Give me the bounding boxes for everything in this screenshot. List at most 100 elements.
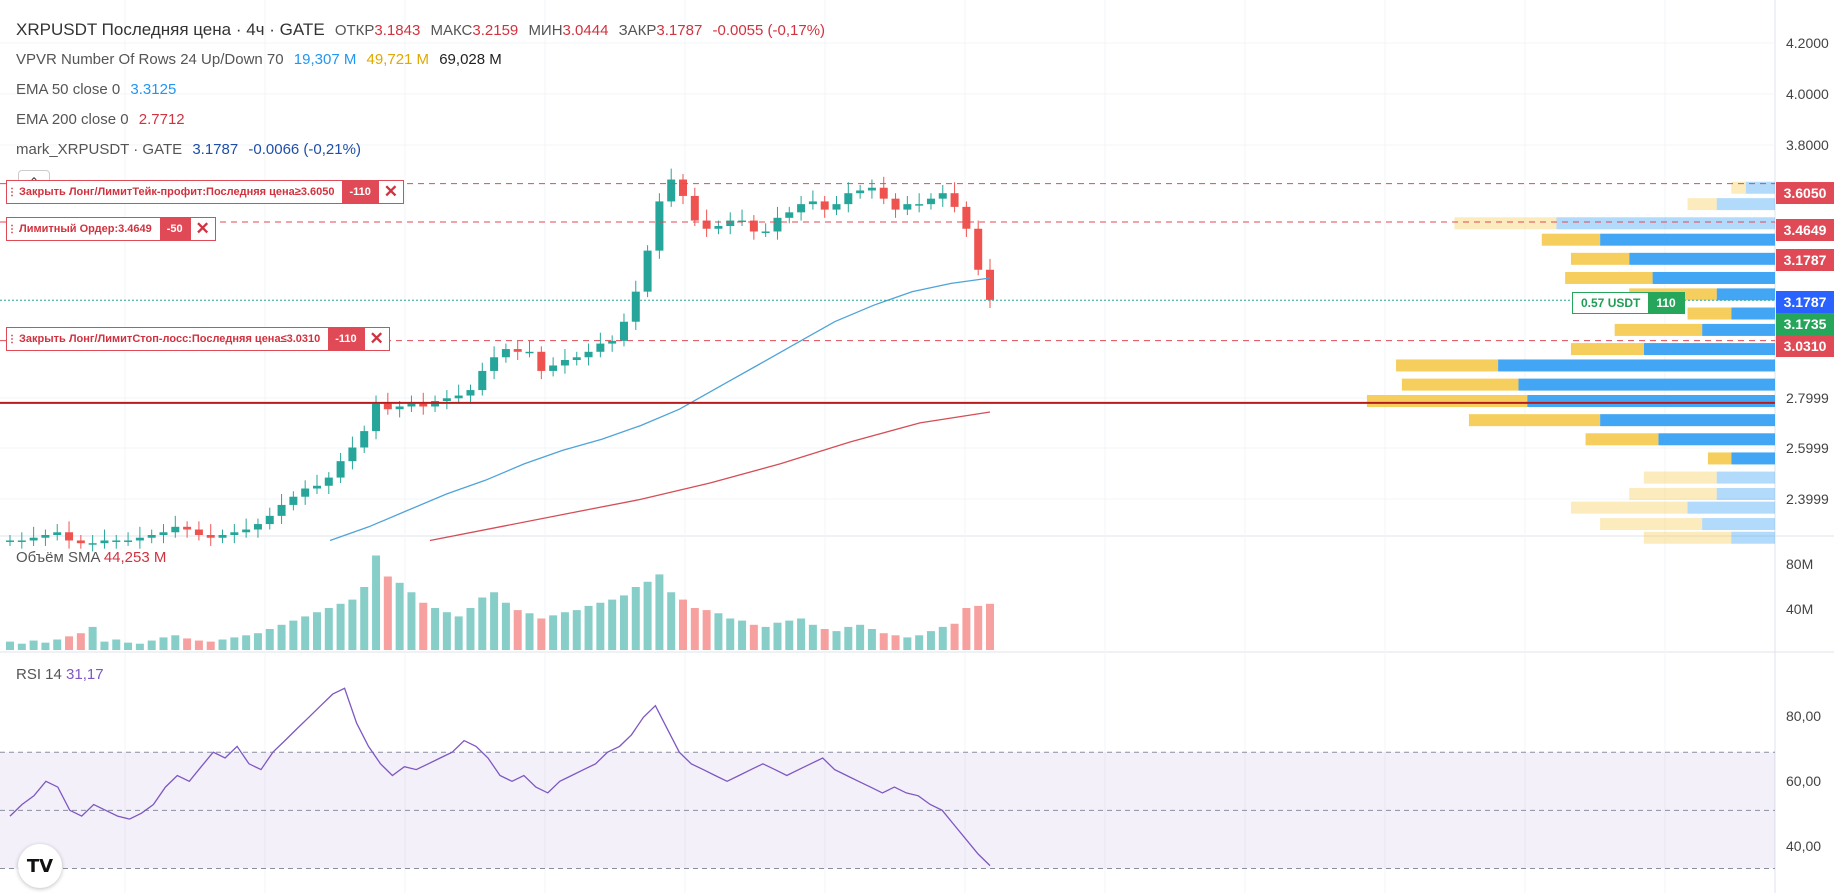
volume-axis-label: 40M — [1786, 601, 1814, 617]
volume-bar — [17, 643, 26, 650]
order-label: Закрыть Лонг/ЛимитТейк-профит:Последняя … — [19, 186, 335, 198]
volume-bar — [360, 587, 369, 650]
volume-bar — [844, 626, 853, 650]
change-value: -0.0055 (-0,17%) — [712, 22, 826, 39]
vpvr-down: 49,721 M — [366, 51, 430, 68]
volume-sma-value: 44,253 M — [103, 549, 167, 566]
candle-body — [879, 187, 888, 199]
limit-order[interactable]: ⋮ Лимитный Ордер:3.4649 -50 ✕ — [6, 217, 216, 241]
volume-bar — [88, 626, 97, 650]
ema50-label: EMA 50 close 0 — [16, 81, 121, 98]
candle-body — [407, 403, 416, 407]
volume-bar — [442, 612, 451, 650]
volume-bar — [773, 622, 782, 650]
candle-body — [915, 204, 924, 206]
candle-body — [194, 529, 203, 535]
vpvr-down-bar — [1629, 252, 1775, 265]
volume-bar — [159, 637, 168, 650]
ema200-line — [429, 411, 991, 542]
close-icon[interactable]: ✕ — [377, 181, 403, 203]
candle-body — [419, 403, 428, 407]
vpvr-up-bar — [1396, 359, 1499, 372]
ema200-label: EMA 200 close 0 — [16, 111, 129, 128]
vpvr-down-bar — [1556, 217, 1775, 230]
vpvr-down-bar — [1745, 181, 1775, 194]
candle-body — [490, 357, 499, 371]
volume-bar — [631, 587, 640, 650]
volume-bar — [383, 576, 392, 650]
volume-bar — [124, 642, 133, 650]
stop-loss-price-tag: 3.0310 — [1776, 335, 1834, 357]
take-profit-order[interactable]: ⋮ Закрыть Лонг/ЛимитТейк-профит:Последня… — [6, 180, 404, 204]
vpvr-up-bar — [1707, 452, 1732, 465]
vpvr-down-bar — [1702, 323, 1775, 336]
candle-body — [738, 220, 747, 223]
price-axis-label: 2.3999 — [1786, 491, 1829, 507]
candle-body — [324, 477, 333, 486]
vpvr-down-bar — [1600, 414, 1775, 427]
candle-body — [938, 193, 947, 199]
volume-bar — [891, 635, 900, 650]
candle-body — [301, 488, 310, 497]
position-qty: 110 — [1648, 293, 1684, 313]
candle-body — [442, 398, 451, 402]
candle-body — [124, 540, 133, 542]
volume-bar — [560, 612, 569, 650]
close-icon[interactable]: ✕ — [189, 218, 215, 240]
mark-price-tag: 3.1787 — [1776, 291, 1834, 313]
volume-bar — [65, 636, 74, 650]
volume-bar — [230, 637, 239, 650]
tradingview-logo[interactable]: TV — [18, 844, 62, 888]
volume-bar — [915, 635, 924, 650]
vpvr-down-bar — [1731, 307, 1775, 320]
volume-bar — [761, 626, 770, 650]
candle-body — [690, 195, 699, 221]
volume-bar — [974, 605, 983, 650]
candle-body — [560, 360, 569, 366]
volume-bar — [76, 633, 85, 650]
candle-body — [820, 201, 829, 210]
volume-bar — [41, 642, 50, 650]
vpvr-down-bar — [1658, 433, 1775, 446]
volume-bar — [525, 613, 534, 650]
vpvr-up-bar — [1468, 414, 1601, 427]
close-icon[interactable]: ✕ — [363, 328, 389, 350]
low-value: МИН3.0444 — [528, 22, 609, 39]
drag-handle-icon[interactable]: ⋮ — [7, 223, 17, 235]
vpvr-up-bar — [1570, 343, 1644, 356]
position-label[interactable]: 0.57 USDT 110 — [1572, 292, 1685, 314]
vpvr-down-bar — [1702, 518, 1775, 531]
volume-axis-label: 80M — [1786, 556, 1814, 572]
volume-bar — [738, 620, 747, 650]
vpvr-total: 69,028 M — [439, 51, 502, 68]
candle-body — [265, 515, 274, 525]
candle-body — [619, 321, 628, 341]
candle-body — [761, 231, 770, 233]
ema50-legend[interactable]: EMA 50 close 0 3.3125 — [16, 81, 182, 98]
volume-bar — [372, 555, 381, 650]
stop-loss-order[interactable]: ⋮ Закрыть Лонг/ЛимитСтоп-лосс:Последняя … — [6, 327, 390, 351]
candle-body — [867, 187, 876, 191]
candle-body — [844, 193, 853, 205]
drag-handle-icon[interactable]: ⋮ — [7, 333, 17, 345]
bid-price-tag: 3.1735 — [1776, 313, 1834, 335]
vpvr-up-bar — [1570, 501, 1688, 514]
volume-bar — [206, 641, 215, 650]
volume-bar — [466, 608, 475, 650]
rsi-legend[interactable]: RSI 14 31,17 — [16, 666, 104, 683]
ema200-legend[interactable]: EMA 200 close 0 2.7712 — [16, 111, 191, 128]
price-axis-label: 4.2000 — [1786, 35, 1829, 51]
candle-body — [525, 351, 534, 354]
mark-legend[interactable]: mark_XRPUSDT · GATE 3.1787 -0.0066 (-0,2… — [16, 141, 367, 158]
candle-body — [702, 220, 711, 229]
vpvr-up-bar — [1585, 433, 1659, 446]
volume-bar — [572, 610, 581, 650]
volume-bar — [324, 608, 333, 650]
volume-legend[interactable]: Объём SMA 44,253 M — [16, 549, 166, 566]
volume-bar — [112, 639, 121, 650]
vpvr-legend[interactable]: VPVR Number Of Rows 24 Up/Down 70 19,307… — [16, 51, 508, 68]
drag-handle-icon[interactable]: ⋮ — [7, 186, 17, 198]
rsi-value: 31,17 — [66, 666, 104, 683]
volume-bar — [608, 599, 617, 650]
